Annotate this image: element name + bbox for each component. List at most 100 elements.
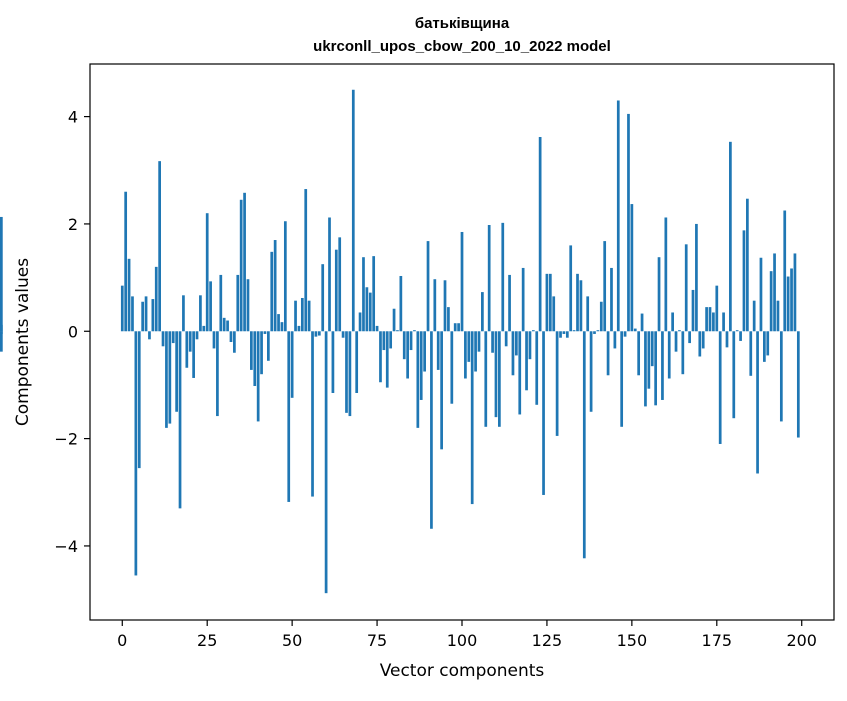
bar bbox=[175, 331, 178, 412]
bar bbox=[644, 331, 647, 407]
bar bbox=[246, 279, 250, 332]
bar bbox=[518, 331, 522, 415]
bar bbox=[416, 331, 420, 428]
bar bbox=[586, 296, 590, 332]
bar bbox=[171, 331, 175, 344]
bar bbox=[205, 213, 209, 332]
bar bbox=[389, 331, 393, 349]
bar bbox=[233, 331, 236, 353]
bar bbox=[474, 331, 477, 372]
bar bbox=[188, 331, 192, 352]
bar bbox=[192, 331, 195, 378]
bars-group bbox=[0, 89, 800, 594]
bar bbox=[555, 331, 559, 436]
bar bbox=[406, 331, 409, 379]
bar bbox=[396, 330, 399, 332]
bar bbox=[0, 216, 3, 332]
bar bbox=[338, 237, 342, 332]
bar bbox=[616, 100, 620, 332]
bar bbox=[528, 331, 532, 360]
bar bbox=[477, 331, 481, 352]
bar bbox=[786, 276, 790, 332]
bar bbox=[216, 331, 219, 417]
bar bbox=[498, 331, 501, 427]
bar bbox=[491, 331, 494, 353]
bar bbox=[681, 331, 685, 375]
bar bbox=[599, 301, 603, 332]
bar bbox=[776, 300, 780, 332]
bar bbox=[460, 231, 464, 332]
bar bbox=[362, 257, 365, 332]
bar bbox=[399, 275, 403, 332]
bar bbox=[572, 330, 576, 332]
bar bbox=[722, 312, 725, 332]
bar bbox=[137, 331, 141, 469]
bar bbox=[372, 256, 376, 332]
bar bbox=[796, 331, 800, 438]
bar bbox=[280, 322, 284, 332]
bar bbox=[440, 331, 443, 450]
bar bbox=[430, 331, 433, 529]
bar bbox=[127, 258, 131, 332]
bar bbox=[650, 331, 654, 367]
bar bbox=[763, 331, 766, 362]
bar bbox=[314, 331, 318, 337]
y-tick-label: 0 bbox=[68, 322, 78, 341]
bar bbox=[769, 271, 773, 332]
bar bbox=[287, 331, 291, 502]
bar bbox=[623, 331, 627, 337]
x-axis: 0 25 50 75 100 125 150 175 200 bbox=[117, 620, 817, 650]
bar bbox=[300, 297, 304, 332]
bar bbox=[464, 331, 467, 379]
bar bbox=[165, 331, 168, 428]
bar bbox=[684, 244, 688, 332]
bar bbox=[718, 331, 722, 444]
bar bbox=[515, 331, 518, 356]
bar bbox=[226, 320, 229, 332]
bar bbox=[504, 331, 508, 347]
bar bbox=[345, 331, 348, 413]
bar bbox=[243, 192, 246, 332]
bar bbox=[413, 330, 416, 332]
bar bbox=[484, 331, 488, 427]
bar bbox=[209, 281, 212, 332]
bar bbox=[664, 217, 668, 332]
bar bbox=[752, 300, 756, 332]
bar bbox=[141, 301, 145, 332]
bar bbox=[219, 274, 223, 332]
bar bbox=[154, 266, 158, 332]
bar bbox=[667, 331, 671, 379]
bar bbox=[297, 325, 301, 332]
bar bbox=[379, 331, 382, 383]
bar bbox=[267, 331, 270, 361]
bar bbox=[759, 257, 763, 332]
y-tick-label: 2 bbox=[68, 215, 78, 234]
bar bbox=[531, 330, 535, 332]
bar bbox=[195, 331, 199, 340]
bar bbox=[749, 331, 753, 376]
x-tick-label: 200 bbox=[786, 631, 817, 650]
bar bbox=[545, 273, 549, 332]
bar bbox=[582, 331, 586, 559]
bar bbox=[511, 331, 515, 376]
bar bbox=[735, 330, 739, 332]
bar bbox=[647, 331, 651, 389]
bar bbox=[538, 136, 542, 332]
bar bbox=[467, 331, 471, 362]
bar bbox=[525, 331, 528, 391]
bar bbox=[229, 331, 233, 342]
bar bbox=[222, 317, 226, 332]
bar bbox=[317, 331, 321, 336]
bar bbox=[627, 113, 630, 332]
bar bbox=[565, 331, 569, 338]
bar bbox=[168, 331, 172, 424]
bar bbox=[691, 289, 695, 332]
bar bbox=[436, 331, 440, 370]
bar bbox=[620, 331, 624, 427]
bar bbox=[678, 330, 681, 332]
bar bbox=[355, 331, 359, 393]
bar bbox=[481, 292, 484, 332]
bar bbox=[688, 331, 691, 344]
chart-subtitle: ukrconll_upos_cbow_200_10_2022 model bbox=[313, 38, 611, 55]
bar bbox=[630, 204, 634, 332]
